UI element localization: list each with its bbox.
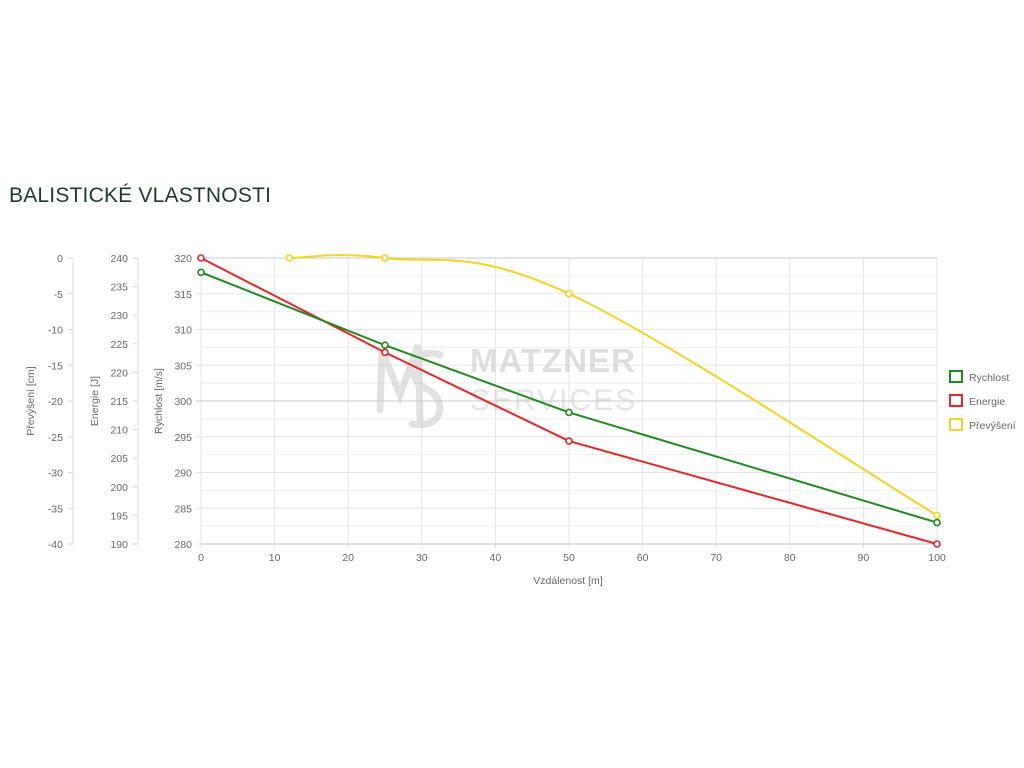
y-tick-label: 235 [110,282,128,294]
x-tick-label: 20 [342,552,354,564]
y-tick-label: 220 [110,367,128,379]
y-tick-label: 300 [174,396,192,408]
legend-label: Rychlost [969,372,1009,384]
legend-swatch [949,370,963,383]
series-layer [197,254,941,548]
speed-axis: 320 315 310 305 300 295 290 285 280 Rychlost [m/s… [153,253,192,551]
watermark-logo: MATZNER SERVICES [376,342,637,429]
y-tick-label: 205 [110,453,128,465]
series-speed [197,268,941,527]
legend-swatch [949,418,963,431]
legend-item[interactable]: Rychlost [949,370,1009,384]
y-tick-label: 215 [110,396,128,408]
y-tick-label: 190 [110,539,128,551]
y-tick-label: 210 [110,425,128,437]
y-tick-label: -40 [48,539,63,551]
page-title: BALISTICKÉ VLASTNOSTI [9,184,272,207]
watermark-line1: MATZNER [470,342,636,379]
x-tick-label: 30 [416,552,428,564]
y-tick-label: 320 [174,253,192,265]
y-tick-label: 225 [110,339,128,351]
data-point[interactable] [381,348,389,357]
legend: Rychlost Energie Převýšení [949,370,1016,432]
y-tick-label: 305 [174,360,192,372]
y-tick-label: 280 [174,539,192,551]
data-point[interactable] [285,254,294,262]
y-axis-title: Energie [J] [89,376,101,426]
data-point[interactable] [197,254,205,262]
x-tick-label: 10 [269,552,281,564]
y-tick-label: -15 [48,360,63,372]
data-point[interactable] [381,341,389,350]
y-tick-label: 310 [174,325,192,337]
data-point[interactable] [933,511,941,520]
y-tick-label: -25 [48,432,63,444]
y-tick-label: 240 [110,253,128,265]
x-tick-label: 60 [637,552,649,564]
legend-item[interactable]: Převýšení [949,418,1016,432]
y-tick-label: 285 [174,503,192,515]
y-tick-label: -20 [48,396,63,408]
data-point[interactable] [933,518,941,527]
y-axis-title: Rychlost [m/s] [153,368,165,434]
data-point[interactable] [565,408,573,417]
legend-item[interactable]: Energie [949,394,1005,408]
x-tick-label: 70 [710,552,722,564]
data-point[interactable] [565,437,573,445]
y-tick-label: -30 [48,468,63,480]
series-line [200,271,938,524]
legend-label: Převýšení [969,420,1016,432]
ms-monogram-icon [376,343,444,429]
legend-swatch [949,394,963,407]
y-tick-label: 315 [174,289,192,301]
legend-label: Energie [969,396,1005,408]
data-point[interactable] [933,540,941,548]
y-tick-label: 290 [174,468,192,480]
x-tick-label: 100 [928,552,946,564]
series-line [200,257,938,545]
series-drop [285,254,941,520]
y-tick-label: 195 [110,510,128,522]
y-tick-label: 295 [174,432,192,444]
x-tick-label: 80 [784,552,796,564]
y-tick-label: 0 [57,253,63,265]
y-tick-label: -10 [48,325,63,337]
drop-axis: 0 -5 -10 -15 -20 -25 -30 -35 -40 Převýšení [cm] [25,253,74,551]
y-tick-label: 230 [110,310,128,322]
y-tick-label: -35 [48,503,63,515]
y-axis-title: Převýšení [cm] [25,366,37,436]
x-tick-label: 40 [490,552,502,564]
watermark-line2: SERVICES [470,384,637,417]
energy-axis: 240 235 230 225 220 215 210 205 200 195 190 Energie… [89,253,139,551]
data-point[interactable] [565,289,573,298]
data-point[interactable] [197,268,205,277]
x-axis-title: Vzdálenost [m] [533,575,603,587]
y-tick-label: 200 [110,482,128,494]
x-tick-label: 0 [198,552,204,564]
series-energy [197,254,941,548]
x-tick-label: 50 [563,552,575,564]
x-tick-label: 90 [858,552,870,564]
data-point[interactable] [381,254,389,262]
series-line [289,254,938,517]
y-tick-label: -5 [54,289,63,301]
